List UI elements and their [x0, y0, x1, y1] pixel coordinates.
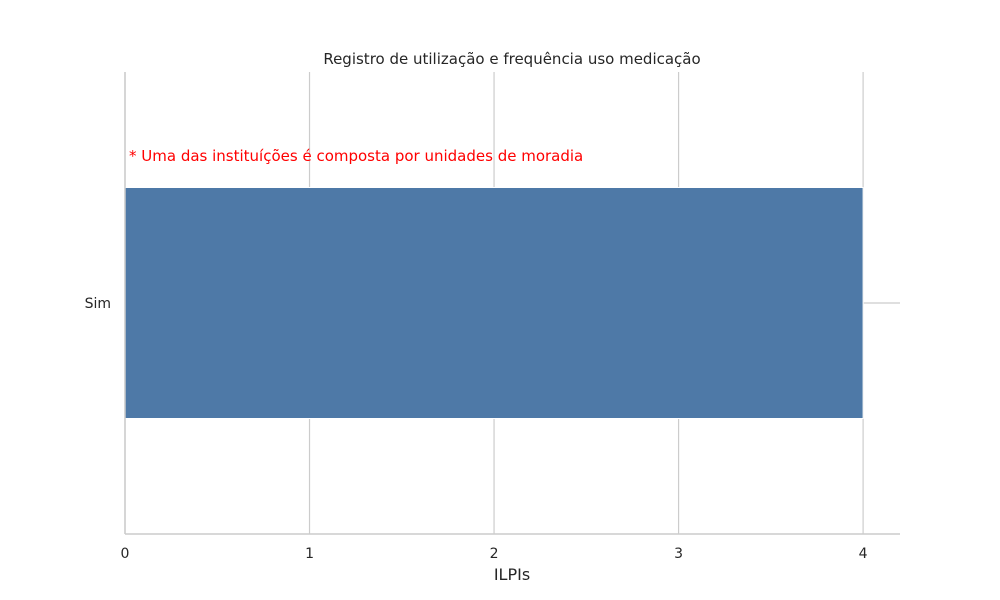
annotation-note: * Uma das instituíções é composta por un…	[129, 147, 583, 165]
bars	[124, 187, 864, 419]
x-tick-label-3: 3	[674, 546, 683, 562]
x-tick-label-1: 1	[305, 546, 314, 562]
x-tick-label-0: 0	[121, 546, 130, 562]
x-tick-label-4: 4	[859, 546, 868, 562]
bar-sim	[124, 187, 864, 419]
y-tick-label-0: Sim	[85, 296, 111, 312]
x-tick-labels: 0 1 2 3 4	[121, 546, 868, 562]
y-tick-labels: Sim	[85, 296, 111, 312]
x-axis-label: ILPIs	[494, 565, 530, 584]
chart-title: Registro de utilização e frequência uso …	[323, 50, 700, 68]
x-tick-label-2: 2	[490, 546, 499, 562]
